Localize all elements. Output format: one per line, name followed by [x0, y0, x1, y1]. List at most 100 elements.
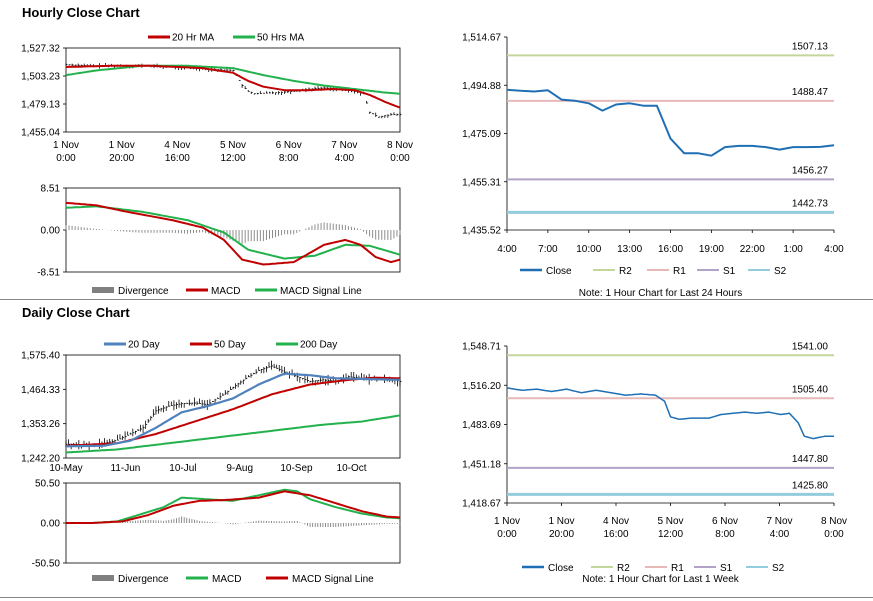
daily-ma20-line	[66, 372, 401, 448]
hourly-signal-line	[65, 205, 401, 260]
hourly-ma50-line	[65, 64, 401, 95]
hourly-macd-line	[65, 201, 401, 266]
hourly-levels-xtick-label: 4:00	[497, 244, 517, 255]
hourly-levels-note: Note: 1 Hour Chart for Last 24 Hours	[579, 288, 742, 299]
daily-levels-xtick-label: 4 Nov	[603, 516, 629, 527]
hourly-price-frame	[65, 47, 401, 133]
hourly-levels-xtick-label: 13:00	[617, 244, 642, 255]
daily-price-ytick-label: 1,575.40	[21, 351, 60, 362]
hourly-levels-ytick-label: 1,494.88	[462, 81, 501, 92]
daily-macd-ytick-label: 0.00	[41, 519, 61, 530]
hourly-levels-xtick-label: 1:00	[783, 244, 803, 255]
hourly-macd-ytick-label: 8.51	[41, 184, 61, 195]
hourly-levels-ytick-label: 1,475.09	[462, 129, 501, 140]
hourly-levels-xtick-label: 22:00	[740, 244, 765, 255]
hourly-macd-ytick-label: -8.51	[37, 268, 60, 279]
hourly-price-ytick-label: 1,503.23	[21, 72, 60, 83]
daily-levels-ytick-label: 1,483.69	[462, 420, 501, 431]
daily-levels-xtick-label: 16:00	[603, 529, 628, 540]
hourly-price-xtick-label: 4 Nov	[164, 140, 190, 151]
daily-levels-xtick-label: 8 Nov	[821, 516, 847, 527]
daily-price-xtick-label: 10-Oct	[337, 463, 367, 474]
daily-levels-xtick-label: 1 Nov	[548, 516, 574, 527]
daily-levels-xtick-label: 12:00	[658, 529, 683, 540]
daily-levels-ytick-label: 1,516.20	[462, 381, 501, 392]
hourly-price-xtick-label: 16:00	[165, 153, 190, 164]
daily-macd-legend-label: Divergence	[118, 574, 169, 585]
hourly-price-xtick-label: 12:00	[220, 153, 245, 164]
hourly-price-ytick-label: 1,479.13	[21, 100, 60, 111]
daily-levels-ytick-label: 1,451.18	[462, 459, 501, 470]
daily-levels-legend-label: R2	[617, 563, 630, 574]
daily-macd-ytick-label: 50.50	[35, 479, 60, 490]
hourly-price-xtick-label: 8 Nov	[387, 140, 413, 151]
hourly-price-xtick-label: 0:00	[56, 153, 76, 164]
hourly-price-xtick-label: 6 Nov	[276, 140, 302, 151]
hourly-price-xtick-label: 0:00	[390, 153, 410, 164]
hourly-levels-xtick-label: 4:00	[824, 244, 844, 255]
daily-macd-ytick-label: -50.50	[32, 559, 61, 570]
daily-levels-legend-label: R1	[671, 563, 684, 574]
section-divider	[0, 299, 873, 300]
daily-levels-xtick-label: 7 Nov	[766, 516, 792, 527]
daily-levels-legend-label: S1	[720, 563, 733, 574]
daily-price-xtick-label: 10-Sep	[280, 463, 313, 474]
bottom-divider	[0, 597, 873, 598]
daily-price-xtick-label: 11-Jun	[111, 463, 141, 474]
daily-macd-legend-label: MACD Signal Line	[292, 574, 374, 585]
daily-levels-ytick-label: 1,418.67	[462, 499, 501, 510]
hourly-levels-ytick-label: 1,455.31	[462, 177, 501, 188]
hourly-macd-legend-label: MACD	[211, 286, 240, 297]
hourly-ma20-line	[65, 64, 401, 109]
daily-levels-ytick-label: 1,548.71	[462, 342, 501, 353]
daily-levels-level-label: 1425.80	[792, 480, 829, 491]
hourly-levels-legend-label: S1	[723, 266, 736, 277]
hourly-price-xtick-label: 8:00	[279, 153, 299, 164]
hourly-macd-legend-label: MACD Signal Line	[280, 286, 362, 297]
daily-section-title: Daily Close Chart	[22, 305, 130, 320]
hourly-levels-ytick-label: 1,514.67	[462, 33, 501, 44]
daily-macd-legend-swatch	[92, 575, 114, 581]
daily-levels-xtick-label: 20:00	[549, 529, 574, 540]
hourly-section-title: Hourly Close Chart	[22, 5, 140, 20]
hourly-divergence-bar-group	[65, 222, 401, 245]
hourly-levels-xtick-label: 19:00	[699, 244, 724, 255]
daily-price-bar-group	[65, 360, 402, 451]
daily-levels-xtick-label: 1 Nov	[494, 516, 520, 527]
hourly-levels-xtick-label: 16:00	[658, 244, 683, 255]
daily-levels-xtick-label: 5 Nov	[657, 516, 683, 527]
hourly-levels-legend-label: R2	[619, 266, 632, 277]
daily-price-ytick-label: 1,353.26	[21, 419, 60, 430]
daily-levels-xtick-label: 0:00	[497, 529, 517, 540]
daily-levels-close-line	[506, 387, 834, 440]
daily-price-xtick-label: 9-Aug	[226, 463, 253, 474]
daily-price-frame	[65, 354, 401, 459]
daily-ma200-line	[65, 414, 401, 454]
hourly-levels-legend-label: Close	[546, 266, 572, 277]
hourly-levels-xtick-label: 7:00	[538, 244, 558, 255]
daily-levels-legend-label: S2	[772, 563, 785, 574]
hourly-levels-level-label: 1456.27	[792, 165, 829, 176]
daily-divergence-bar-group	[93, 516, 401, 527]
hourly-price-xtick-label: 7 Nov	[331, 140, 357, 151]
hourly-price-xtick-label: 4:00	[335, 153, 355, 164]
hourly-macd-legend-label: Divergence	[118, 286, 169, 297]
daily-price-legend-label: 200 Day	[300, 340, 337, 351]
daily-levels-level-label: 1447.80	[792, 454, 829, 465]
daily-levels-xtick-label: 4:00	[770, 529, 790, 540]
daily-levels-note: Note: 1 Hour Chart for Last 1 Week	[582, 574, 740, 585]
hourly-macd-legend-swatch	[92, 287, 114, 293]
daily-price-xtick-label: 10-May	[49, 463, 82, 474]
hourly-price-ytick-label: 1,455.04	[21, 128, 60, 139]
hourly-levels-ytick-label: 1,435.52	[462, 226, 501, 237]
hourly-macd-ytick-label: 0.00	[41, 226, 61, 237]
daily-price-legend-label: 20 Day	[128, 340, 160, 351]
daily-price-xtick-label: 10-Jul	[169, 463, 196, 474]
hourly-price-ytick-label: 1,527.32	[21, 44, 60, 55]
daily-price-ytick-label: 1,464.33	[21, 385, 60, 396]
daily-levels-level-label: 1505.40	[792, 384, 829, 395]
daily-price-ytick-label: 1,242.20	[21, 454, 60, 465]
daily-levels-xtick-label: 6 Nov	[712, 516, 738, 527]
daily-price-legend-label: 50 Day	[214, 340, 246, 351]
